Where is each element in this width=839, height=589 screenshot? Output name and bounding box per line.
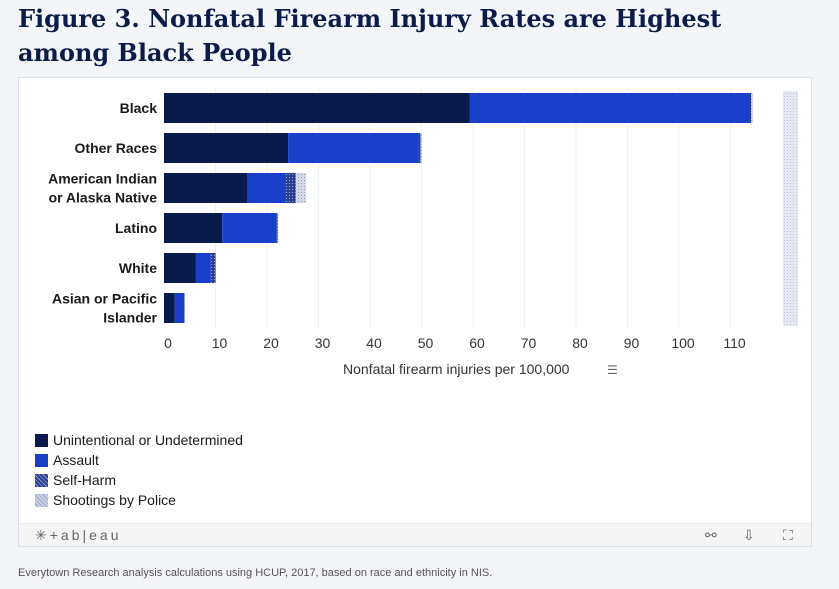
bar-segment[interactable] — [215, 253, 217, 283]
bar-segment[interactable] — [247, 173, 286, 203]
bar-segment[interactable] — [469, 93, 750, 123]
page-title: Figure 3. Nonfatal Firearm Injury Rates … — [18, 4, 722, 67]
bar-segment[interactable] — [164, 213, 223, 243]
legend-swatch — [35, 453, 48, 467]
category-label: Black — [120, 100, 158, 116]
category-label: Other Races — [75, 140, 158, 156]
category-label: White — [119, 260, 157, 276]
legend-swatch — [35, 433, 48, 447]
legend-item[interactable]: Assault — [35, 450, 243, 470]
bar-segment[interactable] — [295, 173, 307, 203]
legend-swatch — [35, 493, 48, 507]
legend-item[interactable]: Unintentional or Undetermined — [35, 430, 243, 450]
x-tick-label: 60 — [469, 335, 485, 351]
bar-segment[interactable] — [277, 213, 279, 243]
x-tick-label: 80 — [572, 335, 588, 351]
bar-segment[interactable] — [288, 133, 419, 163]
x-tick-label: 70 — [521, 335, 537, 351]
source-note: Everytown Research analysis calculations… — [18, 567, 493, 579]
x-tick-label: 100 — [671, 335, 695, 351]
bar-chart: Black Other Races American Indian or Alaska… — [48, 88, 798, 377]
category-label: American Indian — [48, 171, 157, 187]
x-tick-label: 20 — [263, 335, 279, 351]
x-tick-label: 90 — [624, 335, 640, 351]
bar-segment[interactable] — [184, 293, 185, 323]
tableau-logo[interactable]: ✳+ab|eau — [35, 527, 122, 543]
legend-item[interactable]: Self-Harm — [35, 470, 243, 490]
scrollbar[interactable] — [783, 91, 798, 326]
x-tick-label: 0 — [164, 335, 172, 351]
tableau-toolbar: ✳+ab|eau ⚯ ⇩ ⛶ — [19, 523, 811, 546]
legend-label: Unintentional or Undetermined — [53, 432, 243, 448]
fullscreen-icon[interactable]: ⛶ — [783, 527, 793, 543]
share-icon[interactable]: ⚯ — [705, 527, 717, 543]
download-icon[interactable]: ⇩ — [743, 527, 755, 543]
tableau-viz: Black Other Races American Indian or Alaska… — [18, 77, 812, 547]
x-tick-label: 110 — [723, 335, 746, 351]
bar-segment[interactable] — [749, 93, 752, 123]
bar-segment[interactable] — [276, 213, 278, 243]
legend-swatch — [35, 473, 48, 487]
x-tick-label: 10 — [212, 335, 228, 351]
bar-segment[interactable] — [164, 293, 175, 323]
bar-segment[interactable] — [751, 93, 754, 123]
bar-segment[interactable] — [184, 293, 186, 323]
category-label: Islander — [103, 310, 157, 326]
bar-segment[interactable] — [222, 213, 277, 243]
bar-segment[interactable] — [420, 133, 423, 163]
sort-icon[interactable]: ☰ — [607, 363, 618, 377]
legend-item[interactable]: Shootings by Police — [35, 490, 243, 510]
bar-segment[interactable] — [164, 133, 289, 163]
legend: Unintentional or Undetermined Assault Self… — [35, 430, 243, 510]
bar-segment[interactable] — [164, 173, 248, 203]
bar-segment[interactable] — [285, 173, 296, 203]
category-label: or Alaska Native — [49, 190, 158, 206]
x-tick-label: 50 — [418, 335, 434, 351]
bar-segment[interactable] — [164, 93, 470, 123]
bar-segment[interactable] — [174, 293, 185, 323]
legend-label: Assault — [53, 452, 99, 468]
category-label: Asian or Pacific — [52, 291, 157, 307]
legend-label: Shootings by Police — [53, 492, 176, 508]
category-label: Latino — [115, 220, 157, 236]
x-tick-label: 30 — [315, 335, 331, 351]
bar-segment[interactable] — [164, 253, 196, 283]
x-tick-label: 40 — [366, 335, 382, 351]
x-axis-title: Nonfatal firearm injuries per 100,000 — [343, 361, 570, 377]
bar-segment[interactable] — [210, 253, 216, 283]
bar-segment[interactable] — [195, 253, 211, 283]
legend-label: Self-Harm — [53, 472, 117, 488]
bar-segment[interactable] — [418, 133, 421, 163]
